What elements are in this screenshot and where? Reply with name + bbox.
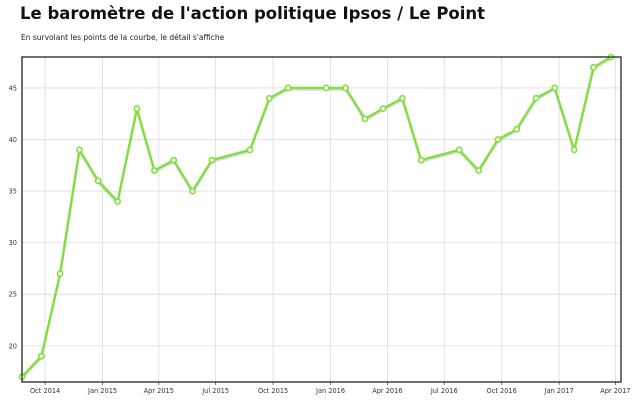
x-tick-label: Jul 2015 bbox=[201, 387, 229, 395]
data-point bbox=[398, 94, 406, 102]
data-point bbox=[342, 84, 349, 92]
data-point bbox=[94, 177, 102, 185]
series-layer bbox=[18, 53, 615, 381]
series-line-shadow bbox=[21, 57, 612, 380]
x-tick-label: Jan 2016 bbox=[315, 387, 345, 395]
y-tick-label: 45 bbox=[9, 84, 17, 92]
data-point bbox=[513, 125, 521, 133]
y-tick-label: 30 bbox=[9, 239, 17, 247]
x-tick-label: Jan 2017 bbox=[544, 387, 574, 395]
x-tick-label: Jan 2015 bbox=[87, 387, 117, 395]
x-tick-label: Oct 2015 bbox=[258, 387, 288, 395]
data-point bbox=[455, 146, 463, 154]
grid-lines bbox=[22, 57, 621, 382]
data-point bbox=[76, 146, 83, 154]
x-tick-label: Oct 2016 bbox=[487, 387, 517, 395]
data-point bbox=[417, 156, 425, 164]
y-tick-label: 35 bbox=[9, 188, 17, 196]
x-tick-label: Jul 2016 bbox=[430, 387, 458, 395]
data-point bbox=[570, 146, 578, 154]
data-point bbox=[494, 136, 502, 143]
x-tick-label: Apr 2016 bbox=[372, 387, 402, 395]
data-point bbox=[379, 105, 387, 112]
data-point bbox=[170, 156, 178, 164]
data-point bbox=[246, 146, 254, 154]
x-tick-label: Apr 2017 bbox=[600, 387, 630, 395]
data-point bbox=[265, 94, 273, 102]
chart-subtitle: En survolant les points de la courbe, le… bbox=[21, 33, 225, 42]
y-tick-label: 40 bbox=[9, 136, 17, 144]
axis-ticks: 20 25 30 35 40 45 Oct 2014 Jan 2015 Apr 2015 Jul … bbox=[9, 84, 631, 395]
data-point bbox=[151, 167, 158, 174]
data-point bbox=[37, 352, 45, 360]
x-tick-label: Apr 2015 bbox=[144, 387, 174, 395]
y-tick-label: 25 bbox=[9, 291, 17, 299]
data-point bbox=[322, 84, 330, 92]
data-point bbox=[590, 63, 597, 71]
chart-title: Le baromètre de l'action politique Ipsos… bbox=[20, 4, 486, 23]
data-point bbox=[133, 105, 141, 112]
data-point bbox=[56, 270, 64, 278]
data-point bbox=[189, 187, 196, 195]
plot-frame bbox=[21, 56, 622, 383]
x-tick-label: Oct 2014 bbox=[30, 387, 60, 395]
series-line bbox=[20, 55, 613, 378]
data-point bbox=[475, 167, 482, 174]
data-point bbox=[114, 198, 121, 205]
data-point bbox=[284, 84, 292, 92]
data-point bbox=[361, 115, 369, 123]
y-tick-label: 20 bbox=[9, 342, 17, 350]
data-point bbox=[208, 156, 216, 164]
data-point bbox=[551, 84, 559, 92]
data-point bbox=[532, 94, 540, 102]
